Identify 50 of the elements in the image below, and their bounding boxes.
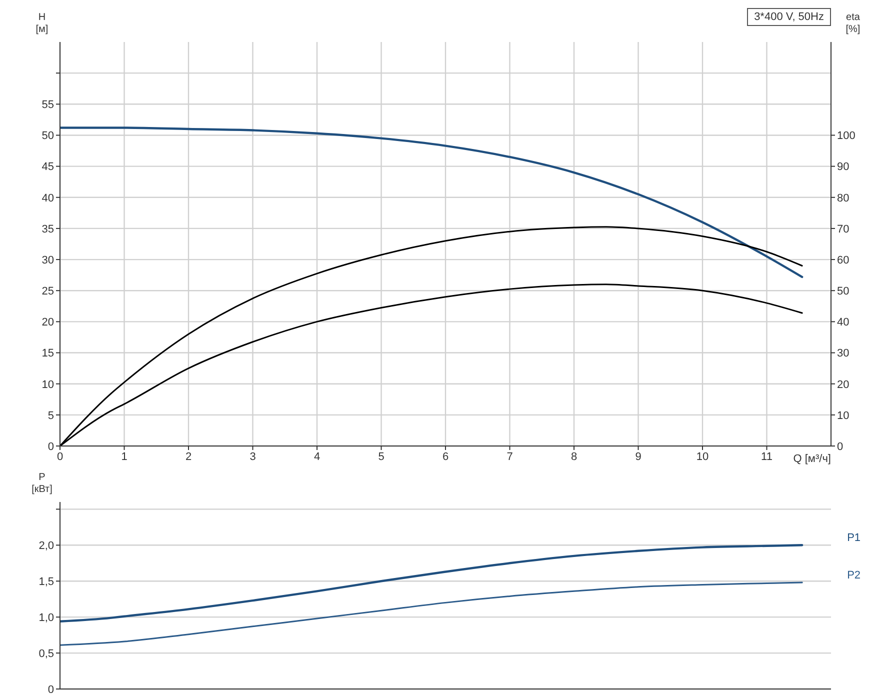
y2-tick-label: 30 bbox=[837, 348, 850, 360]
y2-tick-label: 10 bbox=[837, 410, 850, 422]
x-tick-label: 1 bbox=[121, 450, 128, 463]
x-tick-label: 10 bbox=[696, 450, 709, 463]
y-tick-label: 50 bbox=[42, 130, 54, 142]
y-tick-label: 0,5 bbox=[38, 648, 54, 660]
line-series bbox=[60, 582, 803, 646]
y-tick-label: 2,0 bbox=[38, 540, 54, 552]
y-tick-label: 40 bbox=[42, 192, 54, 204]
y2-tick-label: 70 bbox=[837, 223, 850, 236]
x-tick-label: 8 bbox=[570, 450, 578, 463]
line-series bbox=[60, 544, 804, 622]
y-tick-label: 1,0 bbox=[38, 612, 54, 624]
y-tick-label: 15 bbox=[42, 348, 54, 360]
y2-tick-label: 100 bbox=[837, 130, 856, 142]
x-tick-label: 0 bbox=[56, 450, 64, 463]
x-tick-label: 9 bbox=[635, 450, 642, 463]
y-tick-label: 20 bbox=[42, 316, 54, 329]
y-tick-label: 5 bbox=[48, 410, 54, 422]
y-tick-label: 0 bbox=[48, 684, 54, 696]
y-axis-title: P [кВт] bbox=[32, 472, 53, 495]
y-tick-label: 30 bbox=[42, 254, 54, 266]
y-tick-label: 0 bbox=[48, 440, 54, 453]
line-series bbox=[60, 126, 804, 278]
y-tick-label: 45 bbox=[42, 161, 54, 174]
x-tick-label: 6 bbox=[442, 450, 449, 463]
y-tick-label: 1,5 bbox=[38, 576, 54, 588]
x-tick-label: 7 bbox=[506, 450, 513, 463]
y2-tick-label: 0 bbox=[837, 440, 844, 453]
y-axis-title: H [м] bbox=[36, 12, 48, 35]
y2-tick-label: 20 bbox=[837, 378, 850, 391]
text: P1 bbox=[847, 532, 861, 544]
y2-tick-label: 60 bbox=[837, 254, 850, 266]
y-tick-label: 55 bbox=[42, 99, 54, 112]
y2-tick-label: 40 bbox=[837, 316, 850, 329]
y-tick-label: 35 bbox=[42, 223, 54, 236]
y-tick-label: 25 bbox=[42, 286, 54, 298]
x-tick-label: 11 bbox=[761, 450, 772, 463]
x-tick-label: 3 bbox=[250, 450, 256, 463]
y2-tick-label: 90 bbox=[837, 161, 850, 174]
x-tick-label: 2 bbox=[185, 450, 192, 463]
x-tick-label: 4 bbox=[314, 450, 320, 463]
text: P2 bbox=[847, 570, 861, 582]
y-tick-label: 10 bbox=[42, 378, 54, 391]
text: 3*400 V, 50Hz bbox=[747, 8, 831, 26]
x-tick-label: 5 bbox=[378, 450, 384, 463]
y2-tick-label: 80 bbox=[837, 192, 850, 204]
y2-tick-label: 50 bbox=[837, 286, 850, 298]
y2-axis-title: eta [%] bbox=[846, 12, 860, 35]
x-axis-title: Q [м³/ч] bbox=[793, 453, 831, 465]
